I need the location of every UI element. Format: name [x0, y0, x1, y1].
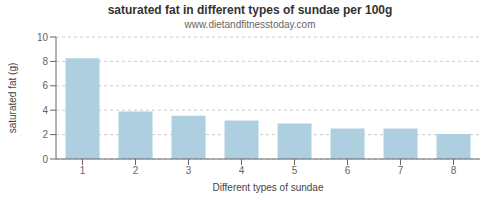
svg-text:8: 8: [451, 165, 457, 176]
svg-text:1: 1: [80, 165, 86, 176]
svg-text:5: 5: [292, 165, 298, 176]
svg-text:8: 8: [42, 56, 48, 67]
html-text:saturated fat in different typ: saturated fat in different types of sund…: [107, 3, 393, 17]
svg-text:0: 0: [42, 154, 48, 165]
svg-text:2: 2: [42, 129, 48, 140]
svg-text:7: 7: [398, 165, 404, 176]
svg-text:2: 2: [133, 165, 139, 176]
html-text:www.dietandfitnesstoday.com: www.dietandfitnesstoday.com: [184, 19, 316, 30]
svg-text:6: 6: [42, 80, 48, 91]
svg-text:3: 3: [186, 165, 192, 176]
svg-text:10: 10: [37, 32, 49, 43]
svg-text:saturated fat (g): saturated fat (g): [8, 63, 18, 134]
svg-text:Different types of sundae: Different types of sundae: [213, 182, 324, 193]
svg-text:4: 4: [42, 105, 48, 116]
svg-text:4: 4: [239, 165, 245, 176]
svg-text:6: 6: [345, 165, 351, 176]
